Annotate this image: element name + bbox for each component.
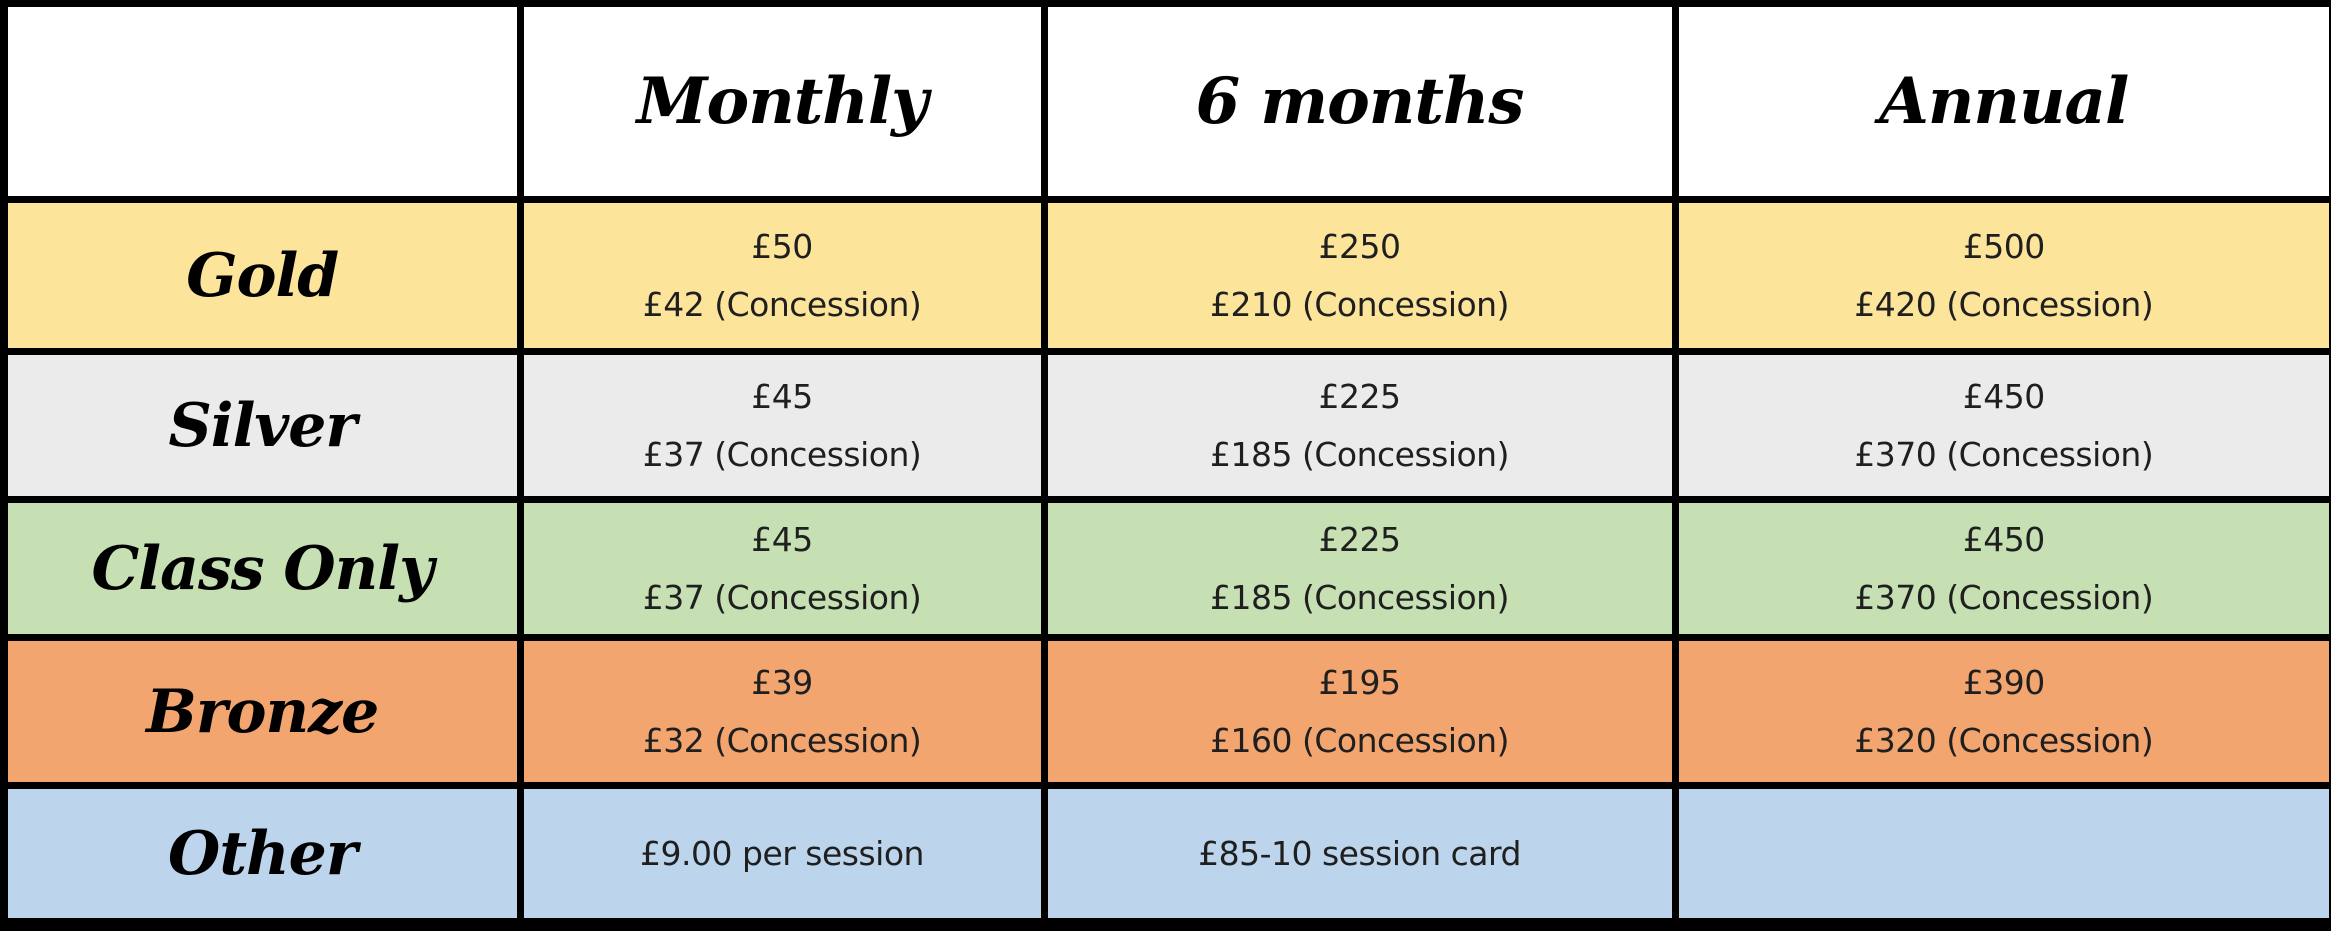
cell-bronze-6-months: £195 £160 (Concession) xyxy=(1040,634,1679,789)
price-per-session: £9.00 per session xyxy=(640,833,924,873)
price-standard: £39 xyxy=(751,662,813,702)
cell-bronze-monthly: £39 £32 (Concession) xyxy=(516,634,1048,789)
price-concession: £370 (Concession) xyxy=(1854,577,2154,617)
price-standard: £225 xyxy=(1318,519,1401,559)
price-concession: £37 (Concession) xyxy=(642,577,922,617)
table-row-gold: Gold £50 £42 (Concession) £250 £210 (Con… xyxy=(0,196,2331,355)
price-standard: £450 xyxy=(1962,519,2045,559)
price-concession: £42 (Concession) xyxy=(642,284,922,324)
column-header-6-months: 6 months xyxy=(1040,0,1679,203)
row-label-silver: Silver xyxy=(0,348,524,503)
column-header-monthly: Monthly xyxy=(516,0,1048,203)
cell-bronze-annual: £390 £320 (Concession) xyxy=(1671,634,2331,789)
price-standard: £250 xyxy=(1318,226,1401,266)
header-cell-empty xyxy=(0,0,524,203)
cell-other-monthly: £9.00 per session xyxy=(516,782,1048,928)
price-standard: £45 xyxy=(751,376,813,416)
price-standard: £225 xyxy=(1318,376,1401,416)
cell-other-6-months: £85-10 session card xyxy=(1040,782,1679,928)
header-row: Monthly 6 months Annual xyxy=(0,0,2331,203)
price-concession: £185 (Concession) xyxy=(1210,434,1509,474)
column-header-annual: Annual xyxy=(1671,0,2331,203)
cell-silver-6-months: £225 £185 (Concession) xyxy=(1040,348,1679,503)
row-label-other: Other xyxy=(0,782,524,928)
price-standard: £500 xyxy=(1962,226,2045,266)
price-standard: £50 xyxy=(751,226,813,266)
row-label-class-only: Class Only xyxy=(0,496,524,641)
price-standard: £45 xyxy=(751,519,813,559)
price-concession: £37 (Concession) xyxy=(642,434,922,474)
price-session-card: £85-10 session card xyxy=(1198,833,1521,873)
cell-class-only-annual: £450 £370 (Concession) xyxy=(1671,496,2331,641)
row-label-bronze: Bronze xyxy=(0,634,524,789)
table-row-silver: Silver £45 £37 (Concession) £225 £185 (C… xyxy=(0,348,2331,503)
price-standard: £450 xyxy=(1962,376,2045,416)
price-concession: £370 (Concession) xyxy=(1854,434,2154,474)
price-concession: £320 (Concession) xyxy=(1854,720,2154,760)
table-row-other: Other £9.00 per session £85-10 session c… xyxy=(0,782,2331,928)
cell-class-only-6-months: £225 £185 (Concession) xyxy=(1040,496,1679,641)
cell-other-annual xyxy=(1671,782,2331,928)
row-label-gold: Gold xyxy=(0,196,524,355)
cell-gold-6-months: £250 £210 (Concession) xyxy=(1040,196,1679,355)
price-concession: £420 (Concession) xyxy=(1854,284,2154,324)
table-row-bronze: Bronze £39 £32 (Concession) £195 £160 (C… xyxy=(0,634,2331,789)
table-row-class-only: Class Only £45 £37 (Concession) £225 £18… xyxy=(0,496,2331,641)
price-concession: £185 (Concession) xyxy=(1210,577,1509,617)
cell-silver-monthly: £45 £37 (Concession) xyxy=(516,348,1048,503)
price-standard: £195 xyxy=(1318,662,1401,702)
price-concession: £32 (Concession) xyxy=(642,720,922,760)
cell-gold-annual: £500 £420 (Concession) xyxy=(1671,196,2331,355)
cell-gold-monthly: £50 £42 (Concession) xyxy=(516,196,1048,355)
price-standard: £390 xyxy=(1962,662,2045,702)
cell-class-only-monthly: £45 £37 (Concession) xyxy=(516,496,1048,641)
price-concession: £210 (Concession) xyxy=(1210,284,1509,324)
cell-silver-annual: £450 £370 (Concession) xyxy=(1671,348,2331,503)
price-concession: £160 (Concession) xyxy=(1210,720,1509,760)
